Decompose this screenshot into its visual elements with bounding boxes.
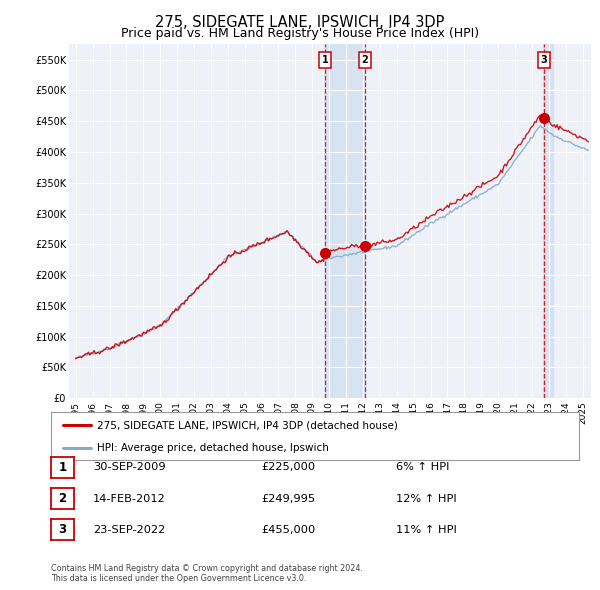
Text: 6% ↑ HPI: 6% ↑ HPI (396, 463, 449, 472)
Text: 2: 2 (58, 492, 67, 505)
Text: 1: 1 (58, 461, 67, 474)
Text: 12% ↑ HPI: 12% ↑ HPI (396, 494, 457, 503)
Bar (325, 44, 365, 398)
Text: 3: 3 (58, 523, 67, 536)
Text: 275, SIDEGATE LANE, IPSWICH, IP4 3DP: 275, SIDEGATE LANE, IPSWICH, IP4 3DP (155, 15, 445, 30)
Text: £225,000: £225,000 (261, 463, 315, 472)
Text: 23-SEP-2022: 23-SEP-2022 (93, 525, 165, 535)
Text: 1: 1 (322, 55, 328, 65)
Text: 30-SEP-2009: 30-SEP-2009 (93, 463, 166, 472)
Text: £455,000: £455,000 (261, 525, 315, 535)
Text: Price paid vs. HM Land Registry's House Price Index (HPI): Price paid vs. HM Land Registry's House … (121, 27, 479, 40)
Text: 2: 2 (362, 55, 368, 65)
Text: 3: 3 (541, 55, 548, 65)
Text: £249,995: £249,995 (261, 494, 315, 503)
Bar (543, 44, 553, 398)
Text: Contains HM Land Registry data © Crown copyright and database right 2024.
This d: Contains HM Land Registry data © Crown c… (51, 563, 363, 583)
Text: 14-FEB-2012: 14-FEB-2012 (93, 494, 166, 503)
Text: HPI: Average price, detached house, Ipswich: HPI: Average price, detached house, Ipsw… (97, 443, 329, 453)
Text: 11% ↑ HPI: 11% ↑ HPI (396, 525, 457, 535)
Text: 275, SIDEGATE LANE, IPSWICH, IP4 3DP (detached house): 275, SIDEGATE LANE, IPSWICH, IP4 3DP (de… (97, 420, 398, 430)
